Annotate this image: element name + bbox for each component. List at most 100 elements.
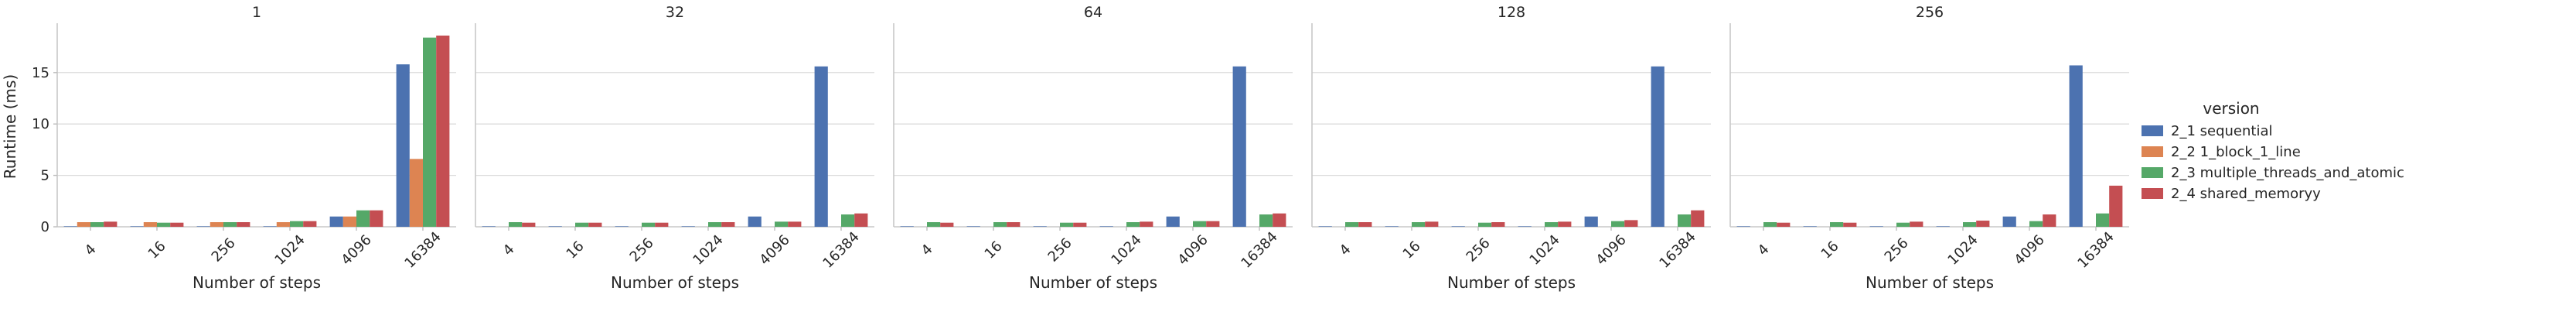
bar (966, 226, 980, 227)
x-tick-label: 16 (564, 238, 588, 262)
bar (1491, 222, 1505, 227)
bar (1193, 221, 1207, 227)
bar (748, 216, 762, 227)
legend-title: version (2203, 99, 2259, 118)
bar (575, 222, 589, 227)
y-tick-label: 10 (32, 116, 49, 132)
x-tick-label: 4 (500, 242, 518, 259)
bar (1060, 222, 1074, 227)
bar (329, 216, 343, 227)
panel-title: 256 (1916, 4, 1944, 21)
bar (396, 64, 410, 227)
bar (900, 226, 914, 227)
bar (303, 221, 317, 227)
x-tick-label: 4096 (756, 231, 792, 268)
x-tick-label: 4096 (338, 231, 374, 268)
x-tick-label: 4096 (2011, 231, 2047, 268)
x-tick-label: 16 (982, 238, 1006, 262)
bar (1425, 221, 1439, 227)
x-tick-label: 4 (82, 242, 100, 259)
bar (2043, 214, 2056, 227)
bar (1803, 226, 1817, 227)
bar (237, 222, 250, 227)
bar (356, 210, 370, 227)
y-axis-label: Runtime (ms) (1, 74, 19, 179)
bar (2096, 213, 2110, 227)
x-axis-label: Number of steps (1866, 273, 1994, 292)
x-tick-label: 256 (627, 235, 657, 265)
bar (1166, 216, 1180, 227)
bar (1232, 66, 1246, 227)
bar (482, 226, 496, 227)
bar (143, 222, 157, 227)
x-tick-label: 16384 (401, 228, 444, 271)
bar (1259, 214, 1273, 227)
bar (290, 221, 304, 227)
x-tick-label: 4096 (1593, 231, 1629, 268)
bar (854, 213, 868, 227)
x-tick-label: 4 (918, 242, 936, 259)
x-tick-label: 16384 (1656, 228, 1699, 271)
bar (342, 216, 356, 227)
legend-label: 2_2 1_block_1_line (2171, 144, 2301, 160)
x-axis-label: Number of steps (193, 273, 321, 292)
bar (775, 221, 789, 227)
bar (1678, 214, 1692, 227)
legend-swatch (2142, 146, 2163, 157)
bar (1126, 222, 1140, 227)
bar (210, 222, 223, 227)
bar (1651, 66, 1665, 227)
bar (522, 222, 536, 227)
bar (1478, 222, 1492, 227)
bar (708, 222, 722, 227)
bar (927, 222, 941, 227)
bar (788, 221, 802, 227)
bar (1624, 220, 1638, 227)
bar (409, 159, 423, 227)
x-tick-label: 256 (1045, 235, 1075, 265)
bar (104, 221, 118, 227)
panel-title: 128 (1498, 4, 1525, 21)
y-tick-label: 15 (32, 65, 49, 81)
x-tick-label: 4096 (1174, 231, 1211, 268)
bar (548, 226, 562, 227)
x-tick-label: 16384 (819, 228, 862, 271)
bar (1691, 210, 1705, 227)
bar (90, 222, 104, 227)
bar (1611, 221, 1625, 227)
bar (1412, 222, 1426, 227)
bar (721, 222, 735, 227)
x-tick-label: 16384 (2074, 228, 2117, 271)
bar (1140, 221, 1153, 227)
x-tick-label: 16 (145, 238, 169, 262)
legend-label: 2_3 multiple_threads_and_atomic (2171, 165, 2404, 181)
bar (196, 226, 210, 227)
bar (1910, 221, 1923, 227)
bar (1843, 222, 1857, 227)
bar (1777, 222, 1791, 227)
bar (1584, 216, 1598, 227)
bar (1033, 226, 1047, 227)
bar (1451, 226, 1465, 227)
bar (1358, 222, 1372, 227)
bar (1545, 222, 1559, 227)
bar (642, 222, 656, 227)
bar (655, 222, 669, 227)
bar (1763, 222, 1777, 227)
bar (77, 222, 90, 227)
x-tick-label: 256 (1463, 235, 1494, 265)
bar (436, 35, 450, 228)
bar (993, 222, 1007, 227)
bar (814, 66, 828, 227)
bar (263, 226, 277, 227)
bar (1830, 222, 1844, 227)
bar (509, 222, 523, 227)
panel-title: 1 (252, 4, 261, 21)
bar (2069, 65, 2083, 227)
x-axis-label: Number of steps (1447, 273, 1576, 292)
x-tick-label: 1024 (1108, 231, 1144, 268)
x-tick-label: 256 (1882, 235, 1912, 265)
x-tick-label: 1024 (1944, 231, 1981, 268)
legend-swatch (2142, 167, 2163, 178)
